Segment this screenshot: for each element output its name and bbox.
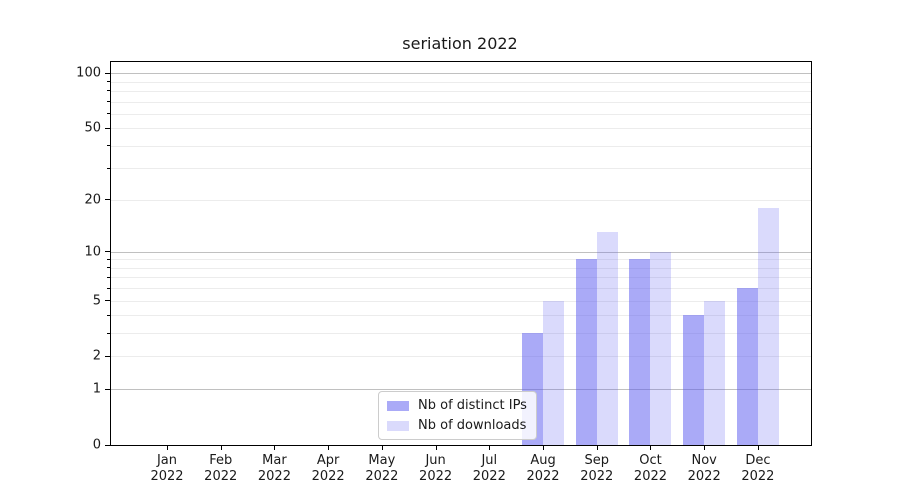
y-minor-gridline xyxy=(111,81,811,83)
x-axis-label-may: May 2022 xyxy=(365,453,399,484)
bar-nov-downloads xyxy=(704,300,726,445)
y-major-gridline xyxy=(111,389,811,391)
y-axis-tick xyxy=(105,72,110,74)
legend-label-downloads: Nb of downloads xyxy=(418,418,527,433)
y-axis-label: 0 xyxy=(92,437,101,453)
y-axis-tick xyxy=(105,444,110,446)
x-axis-tick xyxy=(543,445,545,450)
bar-oct-downloads xyxy=(650,251,672,445)
y-axis-label: 10 xyxy=(84,244,101,260)
y-minor-gridline xyxy=(111,300,811,302)
chart-title: seriation 2022 xyxy=(402,34,518,53)
y-major-gridline xyxy=(111,251,811,253)
x-axis-label-mar: Mar 2022 xyxy=(257,453,291,484)
bar-sep-downloads xyxy=(596,232,618,445)
y-axis-label: 50 xyxy=(84,120,101,136)
y-axis-minor-tick xyxy=(107,258,110,260)
x-axis-label-apr: Apr 2022 xyxy=(311,453,345,484)
y-axis-minor-tick xyxy=(107,276,110,278)
y-minor-gridline xyxy=(111,101,811,103)
y-minor-gridline xyxy=(111,199,811,201)
bar-aug-downloads xyxy=(543,300,565,445)
bar-dec-distinct-ips xyxy=(736,288,758,445)
y-axis-minor-tick xyxy=(107,314,110,316)
y-major-gridline xyxy=(111,73,811,75)
x-axis-label-dec: Dec 2022 xyxy=(741,453,775,484)
y-minor-gridline xyxy=(111,259,811,261)
y-axis-tick xyxy=(105,251,110,253)
x-axis-label-jul: Jul 2022 xyxy=(472,453,506,484)
x-axis-tick xyxy=(596,445,598,450)
x-axis-tick xyxy=(435,445,437,450)
legend-swatch-distinct-ips xyxy=(387,400,409,411)
x-axis-tick xyxy=(757,445,759,450)
y-minor-gridline xyxy=(111,90,811,92)
y-minor-gridline xyxy=(111,113,811,115)
legend: Nb of distinct IPs Nb of downloads xyxy=(378,391,537,440)
y-axis-minor-tick xyxy=(107,145,110,147)
y-axis-minor-tick xyxy=(107,81,110,83)
x-axis-tick xyxy=(704,445,706,450)
y-minor-gridline xyxy=(111,277,811,279)
plot-area: 0 1 2 5 10 20 50 100 Jan 2022 Feb 2022 Mar 2022 Apr 202… xyxy=(76,61,812,484)
x-axis-tick xyxy=(489,445,491,450)
x-axis-tick xyxy=(650,445,652,450)
legend-swatch-downloads xyxy=(387,420,409,431)
bar-oct-distinct-ips xyxy=(629,259,651,445)
y-minor-gridline xyxy=(111,128,811,130)
y-axis-label: 5 xyxy=(92,293,101,309)
legend-item-distinct-ips: Nb of distinct IPs xyxy=(387,397,527,414)
legend-item-downloads: Nb of downloads xyxy=(387,417,527,434)
y-minor-gridline xyxy=(111,267,811,269)
x-axis-label-jan: Jan 2022 xyxy=(150,453,184,484)
y-minor-gridline xyxy=(111,356,811,358)
x-axis-tick xyxy=(274,445,276,450)
y-minor-gridline xyxy=(111,288,811,290)
y-axis-tick xyxy=(105,199,110,201)
x-axis-label-sep: Sep 2022 xyxy=(580,453,614,484)
y-axis-label: 1 xyxy=(92,381,101,397)
y-axis-tick xyxy=(105,127,110,129)
y-minor-gridline xyxy=(111,145,811,147)
x-axis-label-jun: Jun 2022 xyxy=(419,453,453,484)
y-minor-gridline xyxy=(111,333,811,335)
legend-label-distinct-ips: Nb of distinct IPs xyxy=(418,398,527,413)
y-axis-minor-tick xyxy=(107,101,110,103)
y-axis-tick xyxy=(105,300,110,302)
y-axis-label: 2 xyxy=(92,348,101,364)
y-axis-minor-tick xyxy=(107,167,110,169)
x-axis-label-aug: Aug 2022 xyxy=(526,453,560,484)
x-axis-label-oct: Oct 2022 xyxy=(633,453,668,484)
y-axis-minor-tick xyxy=(107,287,110,289)
y-axis-minor-tick xyxy=(107,267,110,269)
x-axis-tick xyxy=(220,445,222,450)
y-minor-gridline xyxy=(111,168,811,170)
y-minor-gridline xyxy=(111,315,811,317)
y-axis-tick xyxy=(105,355,110,357)
y-axis-label: 20 xyxy=(84,192,101,208)
x-axis-tick xyxy=(328,445,330,450)
y-axis-minor-tick xyxy=(107,90,110,92)
x-axis-label-feb: Feb 2022 xyxy=(204,453,238,484)
x-axis-tick xyxy=(167,445,168,450)
bar-sep-distinct-ips xyxy=(575,259,597,445)
x-axis-tick xyxy=(381,445,383,450)
y-axis-minor-tick xyxy=(107,113,110,115)
bar-nov-distinct-ips xyxy=(683,315,705,445)
y-axis-label: 100 xyxy=(76,65,101,81)
bar-dec-downloads xyxy=(757,207,779,445)
x-axis-label-nov: Nov 2022 xyxy=(687,453,721,484)
y-axis-minor-tick xyxy=(107,332,110,334)
y-axis-tick xyxy=(105,388,110,390)
